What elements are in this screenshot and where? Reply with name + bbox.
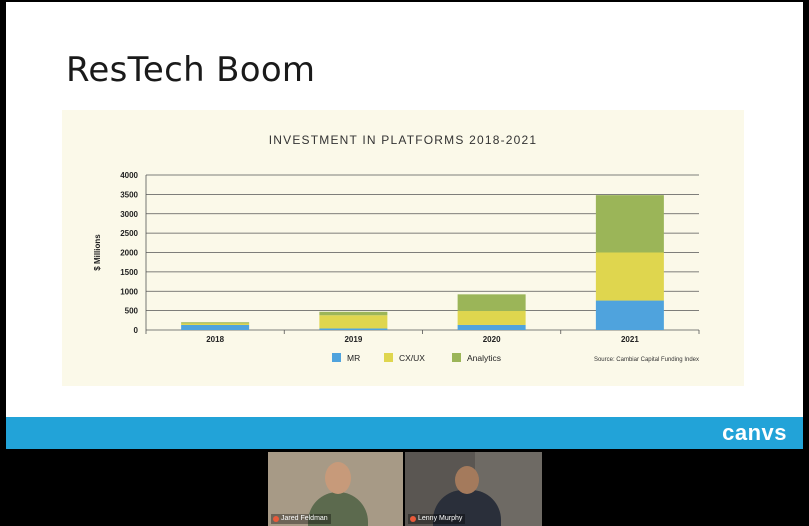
x-tick-label: 2018 bbox=[206, 335, 224, 344]
canvs-logo: canvs bbox=[722, 420, 787, 445]
bar-segment-cx-ux bbox=[181, 323, 250, 325]
participant-head bbox=[325, 462, 351, 494]
participant-name-label: Jared Feldman bbox=[271, 514, 331, 524]
legend-swatch bbox=[332, 353, 341, 362]
participant-figure bbox=[433, 490, 501, 526]
bar-segment-analytics bbox=[595, 195, 664, 253]
x-tick-label: 2020 bbox=[483, 335, 501, 344]
slide-footer-bar: canvs bbox=[6, 417, 803, 449]
y-tick-label: 0 bbox=[134, 326, 139, 335]
y-tick-label: 4000 bbox=[120, 171, 138, 180]
bar-segment-analytics bbox=[457, 294, 526, 312]
y-tick-label: 3500 bbox=[120, 190, 138, 199]
bar-segment-mr bbox=[319, 328, 388, 330]
slide-title: ResTech Boom bbox=[66, 50, 316, 90]
bar-segment-analytics bbox=[319, 311, 388, 316]
investment-chart: INVESTMENT IN PLATFORMS 2018-2021 $ Milli… bbox=[93, 133, 700, 363]
mic-icon bbox=[273, 516, 279, 522]
y-tick-label: 1500 bbox=[120, 268, 138, 277]
chart-panel: INVESTMENT IN PLATFORMS 2018-2021 $ Milli… bbox=[62, 110, 744, 386]
y-tick-label: 2000 bbox=[120, 249, 138, 258]
bar-segment-cx-ux bbox=[457, 311, 526, 325]
chart-source-note: Source: Cambiar Capital Funding Index bbox=[594, 357, 699, 363]
participant-head bbox=[455, 466, 479, 494]
y-axis-label: $ Millions bbox=[93, 234, 102, 271]
legend-label: Analytics bbox=[467, 353, 501, 363]
y-tick-label: 3000 bbox=[120, 210, 138, 219]
y-tick-label: 2500 bbox=[120, 229, 138, 238]
legend-swatch bbox=[452, 353, 461, 362]
participant-video-tile[interactable]: Lenny Murphy bbox=[405, 452, 542, 526]
bar-segment-cx-ux bbox=[595, 252, 664, 301]
bar-segment-mr bbox=[457, 324, 526, 330]
participant-name-label: Lenny Murphy bbox=[408, 514, 466, 524]
legend-swatch bbox=[384, 353, 393, 362]
bar-segment-analytics bbox=[181, 322, 250, 324]
chart-title: INVESTMENT IN PLATFORMS 2018-2021 bbox=[269, 133, 538, 147]
x-tick-label: 2021 bbox=[621, 335, 639, 344]
mic-icon bbox=[410, 516, 416, 522]
bar-segment-cx-ux bbox=[319, 315, 388, 329]
y-tick-label: 500 bbox=[125, 307, 139, 316]
legend-label: MR bbox=[347, 353, 360, 363]
bar-segment-mr bbox=[595, 300, 664, 330]
y-tick-label: 1000 bbox=[120, 287, 138, 296]
participant-name: Lenny Murphy bbox=[418, 515, 463, 522]
x-tick-label: 2019 bbox=[344, 335, 362, 344]
presentation-slide: ResTech Boom INVESTMENT IN PLATFORMS 201… bbox=[6, 2, 803, 449]
participant-video-tile[interactable]: Jared Feldman bbox=[268, 452, 403, 526]
legend-label: CX/UX bbox=[399, 353, 425, 363]
bar-segment-mr bbox=[181, 324, 250, 330]
participant-name: Jared Feldman bbox=[281, 515, 328, 522]
